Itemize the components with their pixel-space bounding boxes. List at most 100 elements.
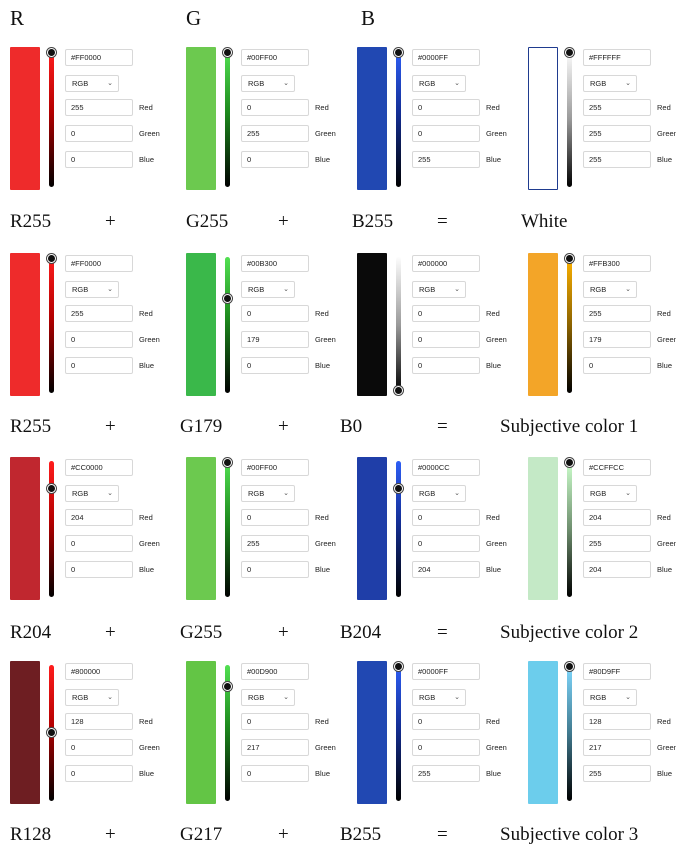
color-mode-select[interactable]: RGB ⌄: [241, 485, 295, 502]
red-value-input[interactable]: 255: [583, 305, 651, 322]
green-value-input[interactable]: 0: [412, 535, 480, 552]
brightness-slider[interactable]: [396, 51, 401, 187]
blue-value-input[interactable]: 204: [583, 561, 651, 578]
green-value-input[interactable]: 0: [65, 125, 133, 142]
green-value-input[interactable]: 0: [65, 739, 133, 756]
green-value-input[interactable]: 217: [583, 739, 651, 756]
hex-input[interactable]: #00FF00: [241, 459, 309, 476]
green-value-input[interactable]: 0: [412, 125, 480, 142]
green-value-input[interactable]: 255: [583, 125, 651, 142]
color-mode-select[interactable]: RGB ⌄: [65, 281, 119, 298]
blue-value-input[interactable]: 255: [412, 765, 480, 782]
hex-input[interactable]: #CCFFCC: [583, 459, 651, 476]
color-mode-select[interactable]: RGB ⌄: [241, 689, 295, 706]
brightness-slider[interactable]: [396, 665, 401, 801]
color-mode-select[interactable]: RGB ⌄: [583, 689, 637, 706]
hex-input[interactable]: #0000CC: [412, 459, 480, 476]
green-value-input[interactable]: 255: [241, 125, 309, 142]
brightness-slider[interactable]: [225, 461, 230, 597]
blue-value-input[interactable]: 0: [241, 357, 309, 374]
green-value-input[interactable]: 179: [241, 331, 309, 348]
brightness-slider[interactable]: [225, 665, 230, 801]
brightness-slider[interactable]: [49, 51, 54, 187]
color-mode-select[interactable]: RGB ⌄: [583, 281, 637, 298]
hex-input[interactable]: #FFB300: [583, 255, 651, 272]
blue-value-input[interactable]: 0: [65, 357, 133, 374]
green-value-input[interactable]: 217: [241, 739, 309, 756]
brightness-slider[interactable]: [225, 257, 230, 393]
red-value-input[interactable]: 255: [583, 99, 651, 116]
brightness-slider[interactable]: [49, 257, 54, 393]
brightness-slider[interactable]: [49, 461, 54, 597]
red-value-input[interactable]: 204: [583, 509, 651, 526]
brightness-slider[interactable]: [225, 51, 230, 187]
hex-input[interactable]: #CC0000: [65, 459, 133, 476]
color-mode-select[interactable]: RGB ⌄: [583, 485, 637, 502]
green-value-input[interactable]: 0: [412, 331, 480, 348]
green-value-input[interactable]: 255: [583, 535, 651, 552]
red-value-input[interactable]: 0: [412, 99, 480, 116]
color-mode-select[interactable]: RGB ⌄: [241, 281, 295, 298]
color-mode-select[interactable]: RGB ⌄: [241, 75, 295, 92]
blue-value-input[interactable]: 204: [412, 561, 480, 578]
blue-value-input[interactable]: 0: [241, 151, 309, 168]
blue-value-input[interactable]: 0: [65, 765, 133, 782]
green-value-input[interactable]: 179: [583, 331, 651, 348]
red-value-input[interactable]: 0: [241, 713, 309, 730]
blue-value-input[interactable]: 255: [412, 151, 480, 168]
green-value-input[interactable]: 0: [65, 331, 133, 348]
red-value-input[interactable]: 128: [65, 713, 133, 730]
slider-handle[interactable]: [394, 386, 403, 395]
hex-input[interactable]: #00B300: [241, 255, 309, 272]
red-value-input[interactable]: 255: [65, 305, 133, 322]
blue-value-input[interactable]: 255: [583, 765, 651, 782]
green-value-input[interactable]: 0: [412, 739, 480, 756]
color-mode-select[interactable]: RGB ⌄: [583, 75, 637, 92]
hex-input[interactable]: #00FF00: [241, 49, 309, 66]
brightness-slider[interactable]: [567, 461, 572, 597]
slider-handle[interactable]: [47, 48, 56, 57]
slider-handle[interactable]: [394, 48, 403, 57]
slider-handle[interactable]: [565, 662, 574, 671]
color-mode-select[interactable]: RGB ⌄: [65, 689, 119, 706]
slider-handle[interactable]: [223, 293, 232, 303]
hex-input[interactable]: #80D9FF: [583, 663, 651, 680]
blue-value-input[interactable]: 0: [583, 357, 651, 374]
color-mode-select[interactable]: RGB ⌄: [412, 75, 466, 92]
slider-handle[interactable]: [223, 48, 232, 57]
red-value-input[interactable]: 255: [65, 99, 133, 116]
red-value-input[interactable]: 0: [241, 305, 309, 322]
green-value-input[interactable]: 255: [241, 535, 309, 552]
hex-input[interactable]: #800000: [65, 663, 133, 680]
slider-handle[interactable]: [223, 458, 232, 467]
red-value-input[interactable]: 0: [412, 713, 480, 730]
hex-input[interactable]: #000000: [412, 255, 480, 272]
hex-input[interactable]: #0000FF: [412, 663, 480, 680]
slider-handle[interactable]: [394, 484, 403, 494]
red-value-input[interactable]: 204: [65, 509, 133, 526]
hex-input[interactable]: #0000FF: [412, 49, 480, 66]
brightness-slider[interactable]: [567, 257, 572, 393]
blue-value-input[interactable]: 255: [583, 151, 651, 168]
slider-handle[interactable]: [565, 48, 574, 57]
green-value-input[interactable]: 0: [65, 535, 133, 552]
red-value-input[interactable]: 0: [241, 509, 309, 526]
blue-value-input[interactable]: 0: [241, 561, 309, 578]
slider-handle[interactable]: [47, 254, 56, 263]
color-mode-select[interactable]: RGB ⌄: [65, 485, 119, 502]
slider-handle[interactable]: [47, 484, 56, 494]
red-value-input[interactable]: 128: [583, 713, 651, 730]
blue-value-input[interactable]: 0: [65, 151, 133, 168]
brightness-slider[interactable]: [567, 51, 572, 187]
hex-input[interactable]: #FFFFFF: [583, 49, 651, 66]
red-value-input[interactable]: 0: [412, 305, 480, 322]
blue-value-input[interactable]: 0: [241, 765, 309, 782]
slider-handle[interactable]: [223, 681, 232, 691]
red-value-input[interactable]: 0: [241, 99, 309, 116]
brightness-slider[interactable]: [396, 461, 401, 597]
slider-handle[interactable]: [565, 458, 574, 467]
hex-input[interactable]: #FF0000: [65, 49, 133, 66]
brightness-slider[interactable]: [567, 665, 572, 801]
color-mode-select[interactable]: RGB ⌄: [65, 75, 119, 92]
slider-handle[interactable]: [394, 662, 403, 671]
